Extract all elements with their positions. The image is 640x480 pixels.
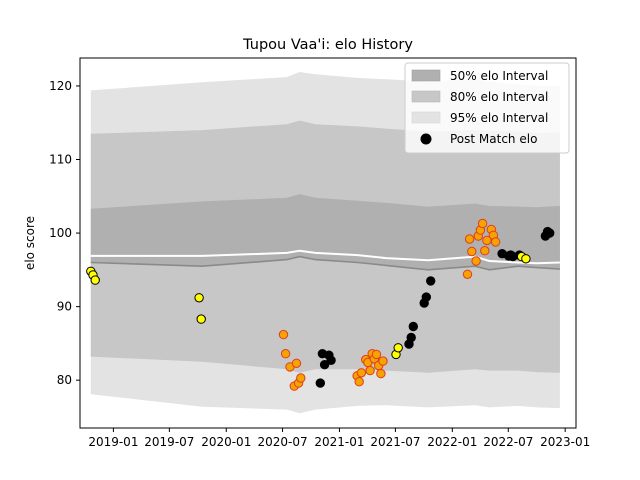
x-tick-label-2: 2020-01: [201, 435, 251, 449]
legend-label-post-match: Post Match elo: [450, 132, 537, 146]
data-point-5: [278, 329, 289, 340]
data-point-14: [319, 360, 330, 370]
x-tick-label-3: 2020-07: [257, 435, 307, 449]
data-point-33: [408, 321, 418, 332]
x-tick-label-6: 2022-01: [427, 435, 477, 449]
y-axis-label: elo score: [23, 216, 37, 270]
data-point-9: [291, 358, 302, 368]
data-point-27: [376, 368, 386, 379]
legend-label-80: 80% elo Interval: [450, 90, 548, 104]
data-point-39: [467, 246, 477, 257]
plot-frame: [79, 57, 577, 429]
data-point-25: [371, 349, 382, 360]
data-point-16: [326, 355, 336, 365]
x-tick-label-4: 2021-01: [314, 435, 364, 449]
post-match-points: [86, 218, 555, 391]
y-tick-label-2: 100: [49, 226, 72, 240]
data-point-45: [482, 235, 492, 246]
data-point-3: [194, 293, 204, 303]
data-point-28: [378, 356, 388, 366]
legend-swatch-50: [411, 69, 441, 82]
data-point-35: [421, 292, 431, 302]
x-tick-label-1: 2019-07: [144, 435, 194, 449]
legend-label-95: 95% elo Interval: [450, 111, 548, 125]
x-tick-label-0: 2019-01: [88, 435, 138, 449]
data-point-44: [480, 246, 490, 256]
y-tick-label-3: 110: [49, 153, 72, 167]
interval-bands: [90, 72, 560, 414]
data-point-22: [365, 365, 375, 376]
data-point-2: [90, 275, 100, 285]
data-point-58: [545, 228, 555, 238]
median-line: [90, 249, 560, 265]
x-tick-label-8: 2023-01: [540, 435, 590, 449]
data-point-40: [471, 256, 481, 266]
data-point-19: [356, 368, 367, 378]
y-tick-label-0: 80: [57, 373, 72, 387]
data-point-30: [393, 343, 403, 353]
data-point-12: [315, 378, 325, 388]
legend: 50% elo Interval 80% elo Interval 95% el…: [404, 62, 570, 154]
y-tick-label-4: 120: [49, 79, 72, 93]
x-axis-ticks: 2019-01 2019-07 2020-01 2020-07 2021-01 2021-…: [88, 428, 590, 449]
y-axis-ticks: 80 90 100 110 120: [49, 79, 80, 387]
chart-title: Tupou Vaa'i: elo History: [242, 37, 413, 53]
data-point-36: [426, 276, 436, 286]
data-point-18: [354, 377, 364, 387]
data-point-38: [464, 234, 475, 244]
x-tick-label-5: 2021-07: [370, 435, 420, 449]
y-tick-label-1: 90: [57, 300, 72, 314]
data-point-48: [490, 237, 501, 247]
band-50-lower-line: [90, 255, 560, 271]
band-50: [90, 194, 560, 270]
legend-label-50: 50% elo Interval: [450, 69, 548, 83]
data-point-37: [462, 269, 473, 279]
median-lines: [90, 249, 560, 271]
data-point-43: [477, 218, 488, 229]
data-point-32: [406, 332, 416, 343]
legend-frame: [404, 62, 570, 154]
data-point-11: [296, 373, 306, 383]
legend-marker-post-match: [420, 133, 432, 145]
x-tick-label-7: 2022-07: [483, 435, 533, 449]
legend-swatch-95: [411, 111, 441, 124]
legend-swatch-80: [411, 90, 441, 103]
data-point-55: [521, 254, 531, 264]
data-point-4: [196, 314, 206, 324]
data-point-6: [280, 349, 291, 359]
